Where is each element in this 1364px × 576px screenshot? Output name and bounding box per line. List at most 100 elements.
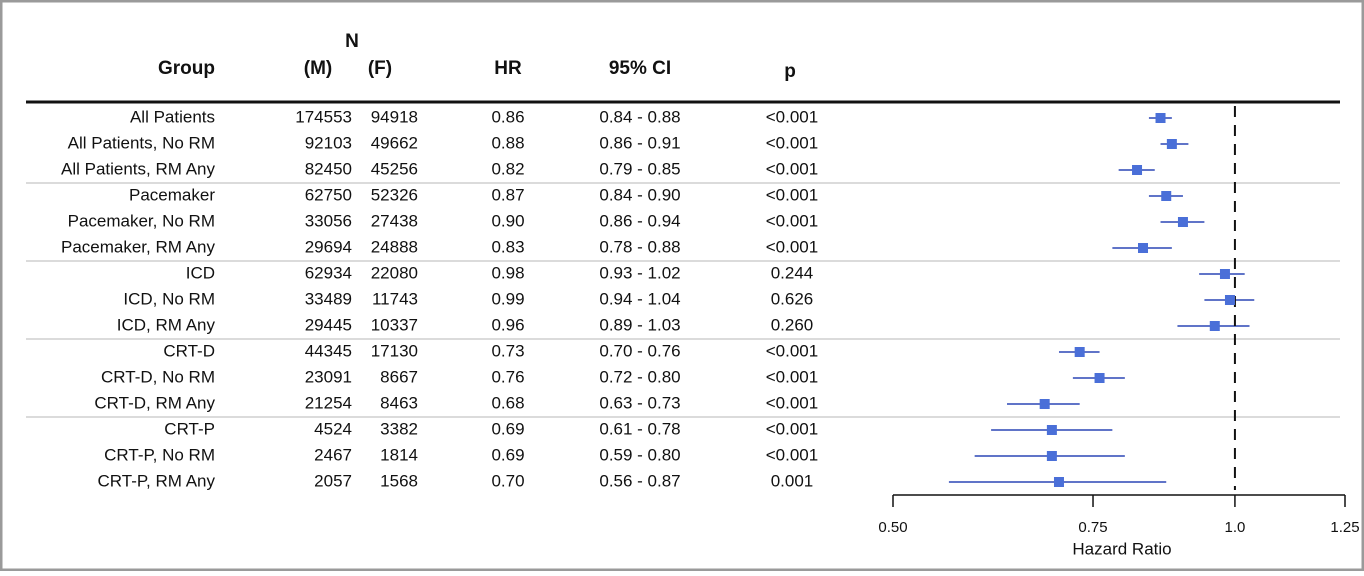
- header-hr: HR: [494, 58, 522, 79]
- hr-label: 0.82: [491, 159, 524, 178]
- n-m: 21254: [305, 393, 352, 412]
- group-label: CRT-D, No RM: [101, 367, 215, 386]
- n-f: 8463: [380, 393, 418, 412]
- group-label: Pacemaker, No RM: [68, 211, 215, 230]
- n-f: 3382: [380, 419, 418, 438]
- group-label: CRT-P, RM Any: [98, 471, 216, 490]
- hr-label: 0.83: [491, 237, 524, 256]
- n-f: 10337: [371, 315, 418, 334]
- n-f: 11743: [372, 289, 418, 308]
- hr-label: 0.99: [491, 289, 524, 308]
- hr-label: 0.69: [491, 445, 524, 464]
- ci-label: 0.56 - 0.87: [599, 471, 680, 490]
- group-label: CRT-P: [164, 419, 215, 438]
- hr-marker: [1138, 243, 1149, 253]
- hr-marker: [1161, 191, 1172, 201]
- hr-marker: [1155, 113, 1166, 123]
- n-f: 24888: [371, 237, 418, 256]
- ci-label: 0.78 - 0.88: [599, 237, 680, 256]
- n-m: 82450: [305, 159, 352, 178]
- group-label: CRT-P, No RM: [104, 445, 215, 464]
- n-m: 44345: [305, 341, 352, 360]
- p-label: <0.001: [766, 159, 818, 178]
- p-label: 0.001: [771, 471, 814, 490]
- x-tick-label: 1.0: [1224, 519, 1245, 536]
- n-f: 8667: [380, 367, 418, 386]
- ci-label: 0.70 - 0.76: [599, 341, 680, 360]
- p-label: 0.260: [771, 315, 814, 334]
- hr-label: 0.76: [491, 367, 524, 386]
- group-label: All Patients, No RM: [68, 133, 215, 152]
- ci-label: 0.63 - 0.73: [599, 393, 680, 412]
- n-m: 29445: [305, 315, 352, 334]
- n-f: 22080: [371, 263, 418, 282]
- n-m: 2467: [314, 445, 352, 464]
- ci-label: 0.94 - 1.04: [599, 289, 680, 308]
- hr-label: 0.87: [491, 185, 524, 204]
- header-ci: 95% CI: [609, 58, 671, 79]
- hr-marker: [1209, 321, 1220, 331]
- header-p: p: [784, 61, 796, 82]
- hr-marker: [1074, 347, 1085, 357]
- header-group: Group: [158, 58, 215, 79]
- group-label: CRT-D: [163, 341, 215, 360]
- ci-label: 0.79 - 0.85: [599, 159, 680, 178]
- n-m: 29694: [305, 237, 352, 256]
- group-label: ICD, No RM: [123, 289, 215, 308]
- n-f: 52326: [371, 185, 418, 204]
- p-label: <0.001: [766, 107, 818, 126]
- group-label: CRT-D, RM Any: [94, 393, 215, 412]
- hr-label: 0.69: [491, 419, 524, 438]
- hr-marker: [1053, 477, 1064, 487]
- x-tick-label: 1.25: [1330, 519, 1359, 536]
- ci-label: 0.72 - 0.80: [599, 367, 680, 386]
- p-label: <0.001: [766, 367, 818, 386]
- hr-marker: [1094, 373, 1105, 383]
- n-f: 45256: [371, 159, 418, 178]
- n-m: 2057: [314, 471, 352, 490]
- n-f: 27438: [371, 211, 418, 230]
- hr-label: 0.70: [491, 471, 524, 490]
- n-m: 92103: [305, 133, 352, 152]
- ci-label: 0.93 - 1.02: [599, 263, 680, 282]
- p-label: <0.001: [766, 445, 818, 464]
- ci-label: 0.59 - 0.80: [599, 445, 680, 464]
- n-f: 17130: [371, 341, 418, 360]
- n-f: 1814: [380, 445, 418, 464]
- p-label: <0.001: [766, 341, 818, 360]
- x-axis-label: Hazard Ratio: [1072, 539, 1171, 558]
- header-n-f: (F): [368, 58, 392, 79]
- n-f: 94918: [371, 107, 418, 126]
- p-label: <0.001: [766, 185, 818, 204]
- x-tick-label: 0.75: [1078, 519, 1107, 536]
- x-tick-label: 0.50: [878, 519, 907, 536]
- p-label: <0.001: [766, 211, 818, 230]
- group-label: ICD: [186, 263, 215, 282]
- hr-marker: [1177, 217, 1188, 227]
- hr-marker: [1224, 295, 1235, 305]
- header-n: N: [345, 31, 359, 52]
- p-label: <0.001: [766, 419, 818, 438]
- hr-label: 0.88: [491, 133, 524, 152]
- group-label: All Patients: [130, 107, 215, 126]
- hr-label: 0.98: [491, 263, 524, 282]
- p-label: 0.244: [771, 263, 814, 282]
- ci-label: 0.89 - 1.03: [599, 315, 680, 334]
- n-m: 62934: [305, 263, 352, 282]
- n-m: 4524: [314, 419, 352, 438]
- header-n-m: (M): [304, 58, 332, 79]
- hr-label: 0.96: [491, 315, 524, 334]
- p-label: <0.001: [766, 133, 818, 152]
- hr-marker: [1166, 139, 1177, 149]
- hr-label: 0.90: [491, 211, 524, 230]
- hr-marker: [1132, 165, 1143, 175]
- ci-label: 0.86 - 0.91: [599, 133, 680, 152]
- n-f: 1568: [380, 471, 418, 490]
- n-m: 33489: [305, 289, 352, 308]
- ci-label: 0.86 - 0.94: [599, 211, 680, 230]
- hr-marker: [1046, 425, 1057, 435]
- hr-label: 0.86: [491, 107, 524, 126]
- group-label: Pacemaker: [129, 185, 215, 204]
